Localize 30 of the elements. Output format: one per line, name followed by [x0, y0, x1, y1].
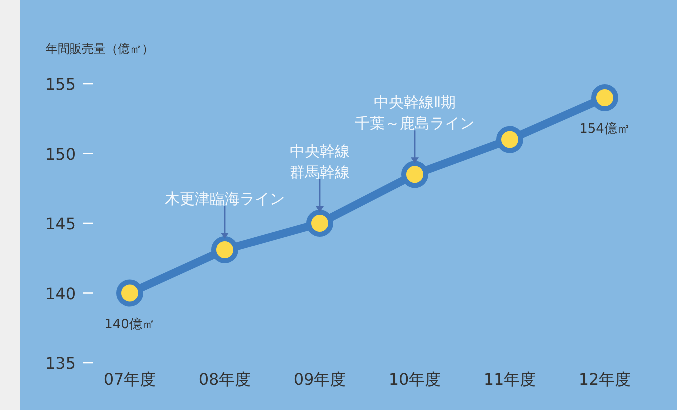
ytick: 140 — [45, 284, 93, 304]
annotation: 群馬幹線 — [290, 164, 350, 182]
point — [116, 280, 144, 307]
annotation: 中央幹線 — [290, 142, 350, 160]
x-tick-label: 12年度 — [578, 370, 632, 389]
y-axis-title: 年間販売量（億㎡） — [46, 42, 154, 56]
annotation: 千葉～鹿島ライン — [355, 114, 475, 133]
ytick: 150 — [45, 144, 93, 164]
x-tick-label: 09年度 — [294, 370, 346, 389]
y-tick-label: 150 — [45, 144, 76, 164]
y-tick-label: 155 — [45, 75, 76, 94]
ytick: 135 — [45, 354, 93, 373]
ytick: 155 — [45, 75, 93, 94]
point — [306, 210, 334, 237]
y-tick-label: 135 — [45, 354, 76, 373]
annotation: 木更津臨海ライン — [165, 190, 285, 208]
y-tick-label: 145 — [45, 214, 76, 234]
y-tick-label: 140 — [45, 284, 76, 304]
x-tick-label: 07年度 — [104, 370, 156, 389]
annotation: 中央幹線Ⅱ期 — [374, 94, 456, 112]
point — [496, 126, 524, 154]
x-tick-label: 11年度 — [484, 370, 536, 389]
point — [592, 84, 618, 112]
data-label: 140億㎡ — [104, 317, 156, 332]
ytick: 145 — [45, 214, 93, 234]
x-tick-label: 08年度 — [198, 370, 252, 389]
point — [212, 236, 238, 264]
data-label: 154億㎡ — [580, 122, 630, 137]
point — [402, 161, 428, 188]
x-tick-label: 10年度 — [388, 370, 442, 389]
